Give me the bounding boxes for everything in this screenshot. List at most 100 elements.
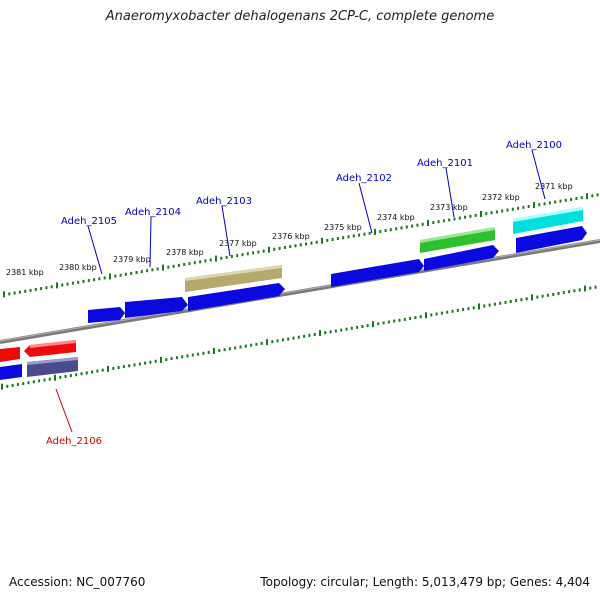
scale-tick [181,355,184,359]
scale-tick [559,199,562,203]
scale-tick [54,374,56,381]
scale-tick [283,246,286,249]
scale-tick [160,356,162,363]
scale-tick [128,364,131,368]
scale-tick [292,336,295,340]
gene-label-adeh-2100[interactable]: Adeh_2100 [506,140,562,151]
scale-tick [191,353,194,357]
scale-tick [199,260,202,264]
scale-tick [154,359,157,363]
gene-forward-blue[interactable] [516,226,587,253]
scale-tick [177,263,180,267]
scale-ticks-lower [1,285,597,390]
scale-tick [11,383,14,387]
gene-forward-blue[interactable] [331,259,424,287]
gene-forward-blue[interactable] [424,245,499,271]
scale-ticks-upper [3,193,599,298]
scale-tick [384,229,387,233]
scale-tick [409,317,412,320]
scale-tick [8,292,11,296]
scale-tick [56,282,58,289]
gene-label-adeh-2102[interactable]: Adeh_2102 [336,173,392,184]
scale-tick [250,343,253,347]
scale-tick [411,224,414,228]
scale-tick [188,262,191,266]
scale-tick [548,201,551,205]
scale-tick [146,269,149,273]
scale-label: 2379 kbp [113,255,151,264]
scale-tick [107,365,109,372]
gene-adeh-2101[interactable] [420,227,495,253]
scale-tick [531,294,533,301]
scale-label: 2375 kbp [324,223,362,232]
scale-tick [114,274,117,278]
scale-tick [34,288,37,291]
gene-label-adeh-2105[interactable]: Adeh_2105 [61,216,117,227]
scale-tick [483,304,486,308]
reverse-genes [0,340,78,380]
gene-forward-blue[interactable] [125,297,188,318]
scale-tick [257,250,260,254]
scale-tick [220,256,223,260]
gene-label-adeh-2101[interactable]: Adeh_2101 [417,158,473,169]
scale-tick [305,242,308,246]
scale-tick [276,339,279,343]
scale-tick [43,378,46,382]
label-leaders [55,149,546,433]
scale-tick [578,288,581,292]
scale-tick [186,354,189,358]
scale-tick [22,382,25,386]
gene-label-adeh-2106[interactable]: Adeh_2106 [46,436,102,447]
scale-tick [421,222,424,226]
gene-forward-blue[interactable] [88,307,125,323]
scale-tick [156,267,159,271]
scale-tick [395,227,398,231]
scale-tick [393,319,396,323]
scale-tick [230,255,233,258]
scale-tick [356,325,359,329]
scale-tick [144,361,147,365]
scale-tick [239,345,242,349]
genome-backbone [0,239,600,344]
gene-adeh-2100[interactable] [513,207,583,234]
scale-tick [16,383,19,386]
scale-tick [77,280,80,284]
scale-tick [246,252,249,256]
scale-tick [488,303,491,307]
scale-tick [326,238,329,242]
scale-tick [228,347,231,351]
scale-tick [308,333,311,337]
scale-tick [140,270,143,274]
scale-tick [96,369,99,373]
scale-tick [352,234,355,238]
scale-tick [48,377,51,381]
scale-tick [133,363,136,367]
scale-tick [446,310,449,314]
gene-reverse-blue[interactable] [0,364,22,380]
gene-reverse-red[interactable] [0,347,20,362]
gene-adeh-2103[interactable] [185,265,282,292]
scale-tick [175,356,178,360]
scale-tick [103,276,106,280]
scale-tick [244,344,247,348]
gene-labels: Adeh_2100 Adeh_2101 Adeh_2102 Adeh_2103 … [46,140,562,447]
scale-tick [589,286,592,290]
scale-tick [331,238,334,241]
gene-label-adeh-2103[interactable]: Adeh_2103 [196,196,252,207]
scale-tick [80,372,83,376]
scale-tick [303,334,306,338]
scale-tick [117,366,120,369]
scale-tick [273,247,276,251]
scale-tick [474,213,477,217]
gene-forward-blue[interactable] [188,283,285,311]
scale-tick [506,208,509,212]
scale-tick [419,315,422,319]
scale-tick [403,317,406,321]
scale-tick [162,264,164,271]
scale-tick [340,328,343,332]
scale-tick [557,292,560,295]
scale-tick [225,255,228,259]
gene-label-adeh-2104[interactable]: Adeh_2104 [125,207,181,218]
scale-tick [520,298,523,302]
scale-tick [151,268,154,272]
